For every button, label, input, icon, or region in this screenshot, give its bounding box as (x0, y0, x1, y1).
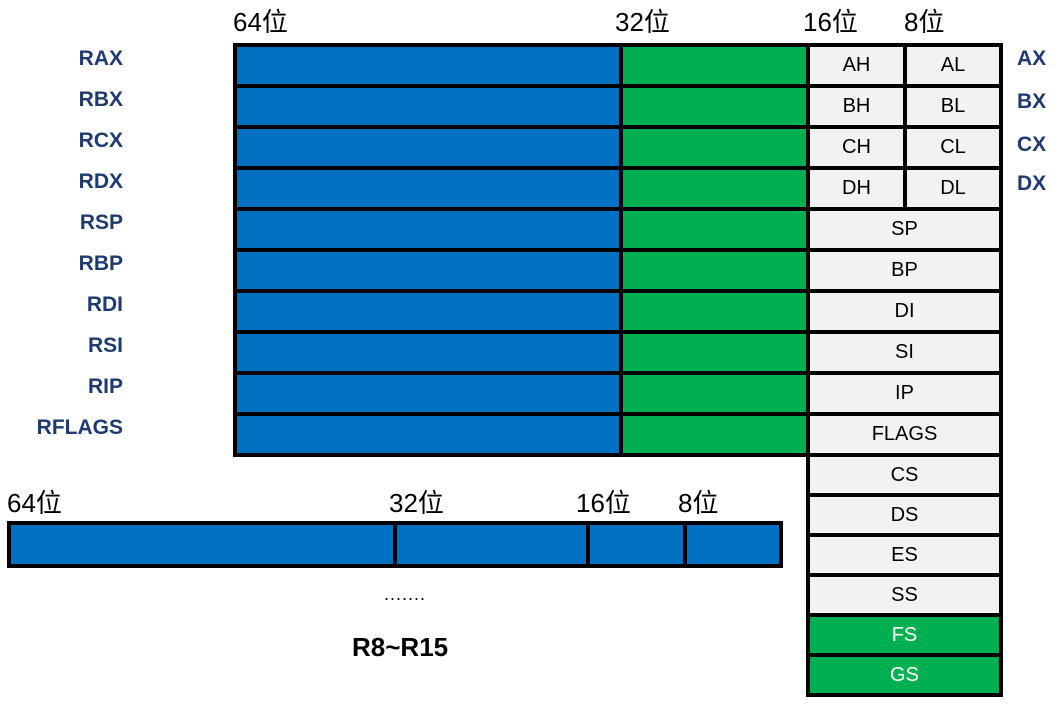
register-label-rbp: RBP (78, 252, 123, 275)
register-label-rbx: RBX (78, 88, 123, 111)
grid-line (233, 371, 1003, 375)
bit-label-32-bottom: 32位 (389, 488, 444, 518)
register-label-rdi: RDI (86, 293, 123, 316)
reg-ch: CH (808, 127, 905, 168)
grid-line (233, 43, 1003, 47)
extra-registers-caption: R8~R15 (352, 632, 449, 662)
register-label-rip: RIP (87, 375, 123, 398)
register-label-rax: RAX (78, 47, 123, 70)
grid-line (233, 248, 1003, 252)
register-label-rflags: RFLAGS (36, 416, 123, 439)
grid-line (806, 613, 1003, 617)
register-label-ax: AX (1017, 47, 1047, 70)
seg-fs: FS (808, 615, 1001, 655)
ellipsis: ....... (384, 584, 427, 604)
grid-line (586, 521, 590, 568)
grid-line (779, 521, 783, 568)
grid-line (233, 289, 1003, 293)
grid-line (806, 493, 1003, 497)
grid-line (806, 43, 810, 697)
grid-line (903, 43, 907, 211)
bit-label-64-bottom: 64位 (7, 488, 62, 518)
register-label-rcx: RCX (78, 129, 123, 152)
seg-ds: DS (808, 495, 1001, 535)
register-label-dx: DX (1017, 172, 1047, 195)
grid-line (7, 521, 11, 568)
reg-ah: AH (808, 45, 905, 86)
grid-line (806, 653, 1003, 657)
seg-gs: GS (808, 655, 1001, 695)
grid-line (233, 84, 1003, 88)
bit-label-32: 32位 (615, 7, 670, 37)
reg-dh: DH (808, 168, 905, 209)
bit-label-16: 16位 (803, 7, 858, 37)
bit-label-8: 8位 (904, 7, 945, 37)
seg-cs: CS (808, 455, 1001, 495)
grid-line (806, 693, 1003, 697)
register-label-rsi: RSI (87, 334, 123, 357)
grid-line (233, 207, 1003, 211)
grid-line (393, 521, 397, 568)
grid-line (999, 43, 1003, 697)
grid-line (806, 573, 1003, 577)
reg-ip: IP (808, 373, 1001, 414)
reg-di: DI (808, 291, 1001, 332)
grid-line (233, 330, 1003, 334)
reg-al: AL (905, 45, 1001, 86)
reg-dl: DL (905, 168, 1001, 209)
bit-label-8-bottom: 8位 (678, 488, 719, 518)
register-label-bx: BX (1017, 90, 1047, 113)
register-label-rdx: RDX (78, 170, 123, 193)
grid-line (806, 533, 1003, 537)
grid-line (233, 412, 1003, 416)
register-label-cx: CX (1017, 133, 1047, 156)
grid-line (233, 43, 237, 457)
reg-sp: SP (808, 209, 1001, 250)
reg-si: SI (808, 332, 1001, 373)
grid-line (619, 43, 623, 457)
reg-bp: BP (808, 250, 1001, 291)
reg-flags: FLAGS (808, 414, 1001, 455)
register-label-rsp: RSP (79, 211, 123, 234)
bit-label-16-bottom: 16位 (576, 488, 631, 518)
grid-line (683, 521, 687, 568)
grid-line (233, 166, 1003, 170)
seg-ss: SS (808, 575, 1001, 615)
grid-line (233, 453, 1003, 457)
reg-cl: CL (905, 127, 1001, 168)
reg-bl: BL (905, 86, 1001, 127)
reg-bh: BH (808, 86, 905, 127)
grid-line (233, 125, 1003, 129)
seg-es: ES (808, 535, 1001, 575)
bit-label-64: 64位 (233, 7, 288, 37)
